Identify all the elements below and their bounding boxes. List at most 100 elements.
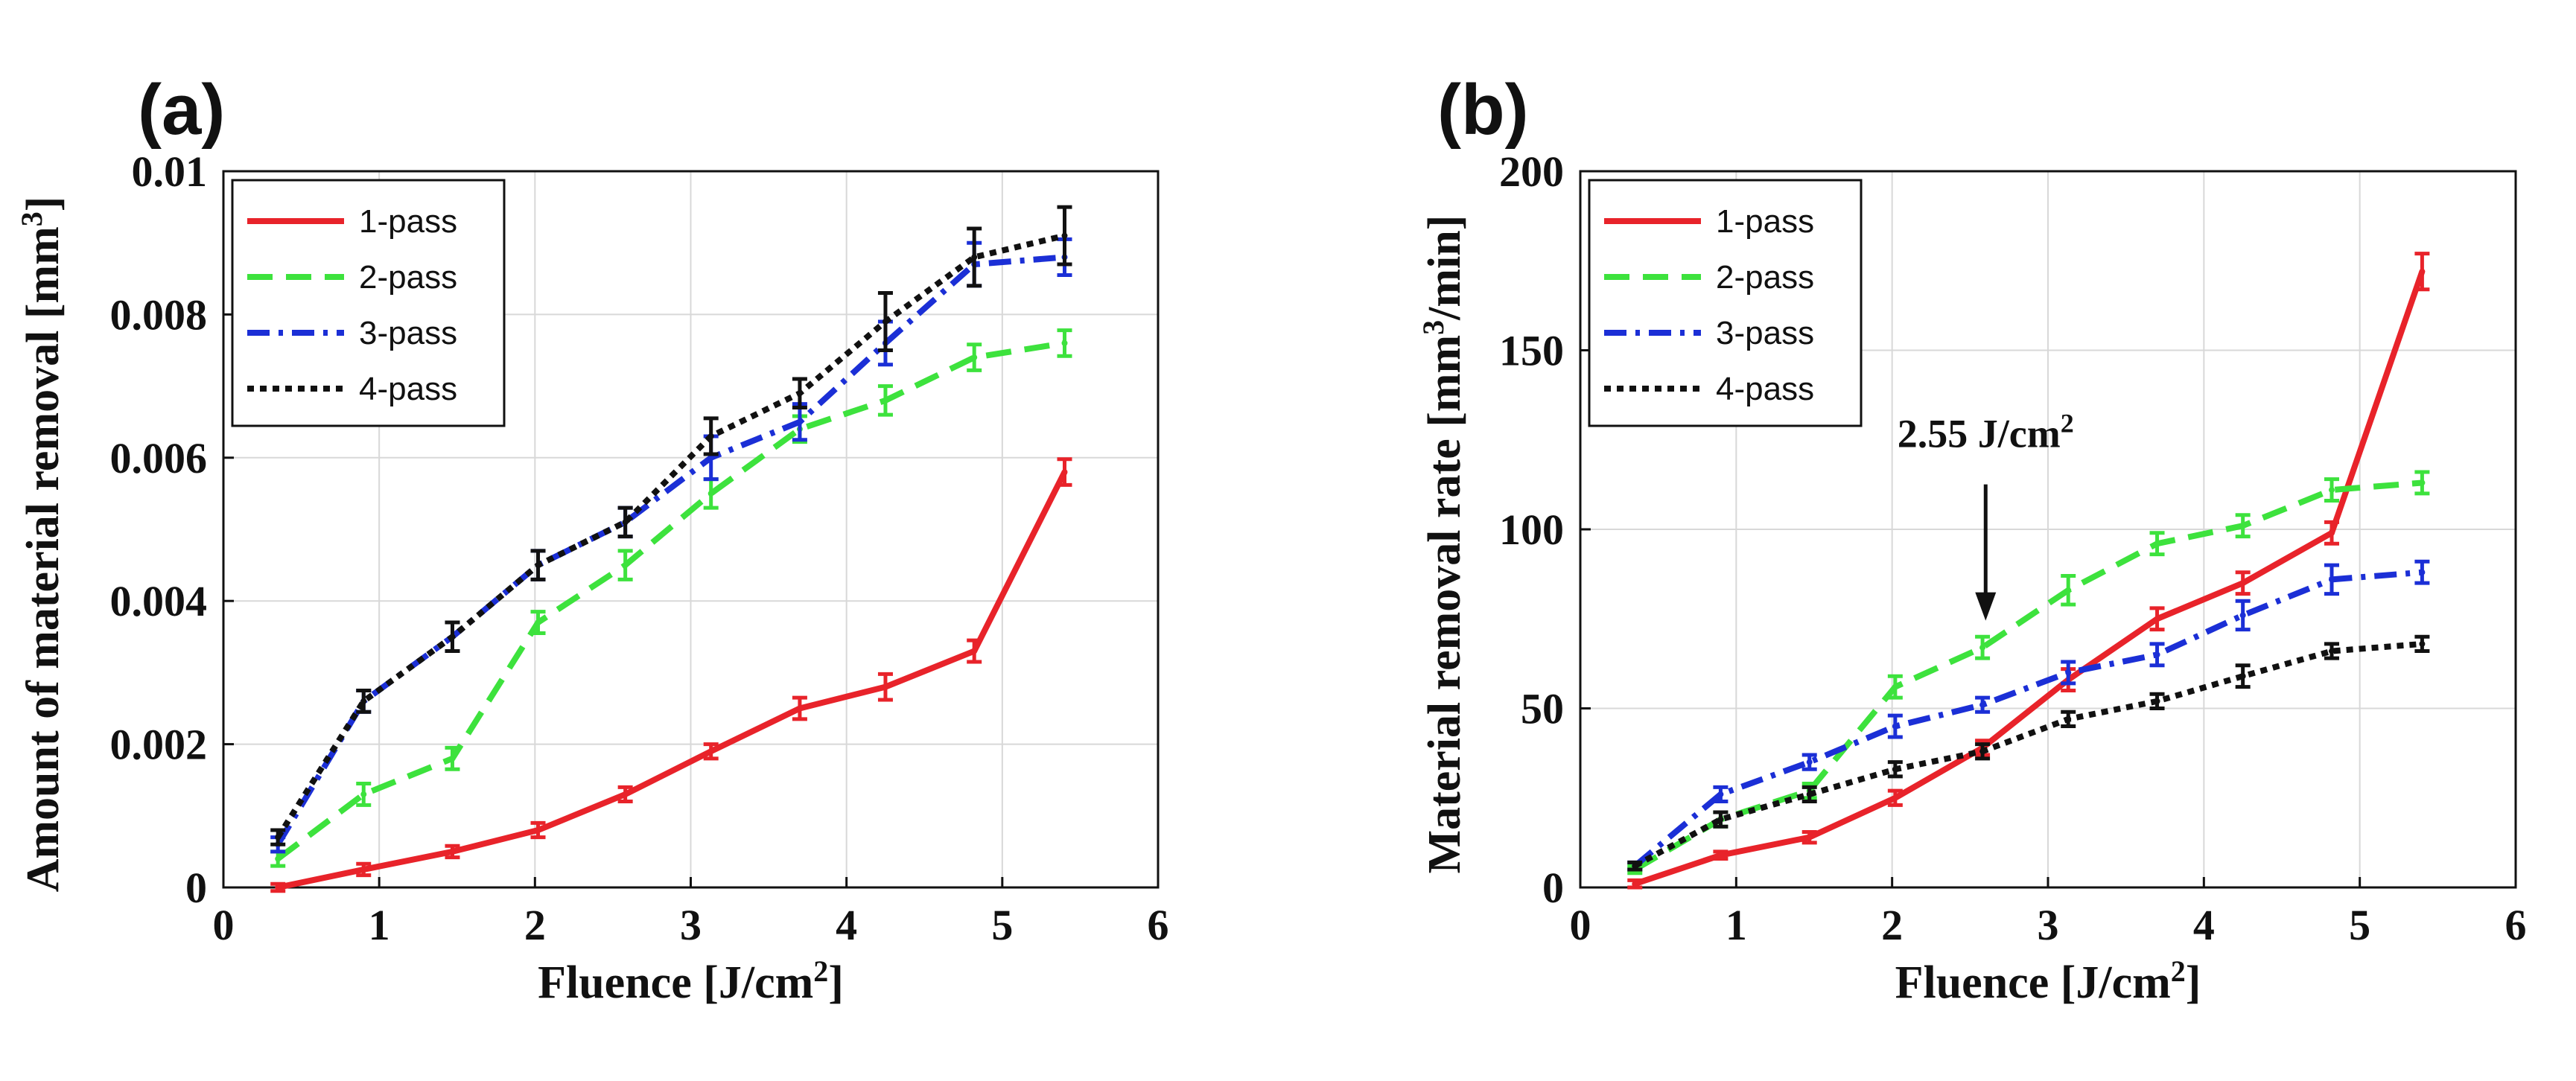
annotation-text: 2.55 J/cm2	[1898, 409, 2074, 456]
y-tick-label: 100	[1499, 506, 1564, 554]
data-point	[1061, 469, 1068, 476]
error-bar	[2414, 470, 2430, 496]
error-bar	[2235, 663, 2251, 689]
y-tick-label: 0.01	[132, 147, 208, 196]
data-point	[1806, 834, 1813, 841]
error-bar	[2324, 642, 2339, 660]
y-axis-label-end: ]	[18, 197, 69, 212]
x-tick-label: 2	[524, 901, 546, 949]
error-bar	[877, 291, 893, 352]
legend: 1-pass 2-pass 3-pass 4-pass	[1588, 179, 1863, 427]
x-axis-label-text: Fluence [J/cm	[1895, 957, 2171, 1008]
error-bar	[1975, 742, 1991, 761]
error-bar	[2324, 477, 2339, 503]
data-point	[1061, 339, 1068, 346]
data-point	[1892, 723, 1898, 730]
legend-label: 3-pass	[359, 315, 457, 351]
legend-label: 1-pass	[1716, 203, 1814, 240]
data-point	[622, 791, 629, 797]
error-bar	[2235, 599, 2251, 632]
panel-label: (a)	[138, 70, 225, 150]
data-point	[882, 683, 888, 690]
error-bar	[445, 844, 460, 860]
legend-label: 4-pass	[359, 371, 457, 407]
x-tick-label: 0	[1570, 901, 1591, 949]
x-axis-label-end: ]	[2186, 957, 2201, 1008]
series-4-pass	[1627, 634, 2430, 872]
error-bar	[2324, 563, 2339, 596]
error-bar	[1627, 878, 1643, 890]
data-point	[1892, 766, 1898, 773]
error-bar	[356, 782, 372, 807]
data-point	[275, 884, 282, 890]
data-point	[1979, 748, 1986, 755]
error-bar	[792, 377, 807, 409]
error-bar	[445, 745, 460, 771]
annotation: 2.55 J/cm2	[1898, 409, 2074, 621]
data-point	[2419, 640, 2426, 647]
data-point	[707, 454, 714, 461]
y-tick-label: 200	[1499, 147, 1564, 196]
data-point	[360, 866, 367, 873]
y-axis-label: Amount of material removal [mm3]	[15, 197, 69, 893]
error-bar	[2235, 570, 2251, 596]
data-point	[275, 855, 282, 862]
error-bar	[1887, 674, 1903, 700]
error-bar	[1887, 713, 1903, 739]
x-axis-label: Fluence [J/cm2]	[538, 954, 844, 1008]
x-tick-label: 6	[2505, 901, 2527, 949]
data-point	[796, 390, 803, 397]
x-tick-label: 3	[2038, 901, 2059, 949]
error-bar	[270, 881, 286, 893]
x-axis-label-end: ]	[828, 957, 844, 1008]
data-point	[1892, 683, 1898, 690]
data-point	[622, 562, 629, 569]
data-point	[1717, 852, 1724, 858]
error-bar	[703, 742, 719, 761]
error-bar	[2324, 520, 2339, 546]
y-tick-label: 0.008	[110, 290, 208, 339]
data-point	[971, 254, 978, 261]
error-bar	[530, 820, 546, 840]
error-bar	[2061, 709, 2076, 729]
data-point	[2065, 669, 2072, 676]
data-point	[622, 519, 629, 526]
series-line-1-pass	[1633, 270, 2426, 887]
series-line-4-pass	[1633, 640, 2423, 869]
legend-label: 4-pass	[1716, 371, 1814, 407]
series-line-1-pass	[277, 471, 1068, 890]
y-tick-label: 0	[185, 864, 207, 912]
error-bar	[530, 610, 546, 635]
data-point	[796, 705, 803, 712]
data-point	[1892, 794, 1898, 801]
data-point	[882, 319, 888, 325]
x-tick-label: 6	[1148, 901, 1169, 949]
legend-label: 1-pass	[359, 203, 457, 240]
data-point	[360, 698, 367, 704]
x-axis-label-superscript: 2	[813, 954, 828, 988]
error-bar	[967, 638, 982, 664]
data-point	[535, 562, 541, 569]
data-point	[2239, 580, 2246, 587]
error-bar	[1057, 328, 1072, 358]
x-tick-label: 0	[213, 901, 235, 949]
error-bar	[1713, 785, 1729, 804]
error-bar	[445, 620, 460, 654]
error-bar	[356, 861, 372, 878]
data-point	[2065, 715, 2072, 722]
panel-a-chart: (a) 0 1 2 3 4 5 6 0 0.002 0.004 0.006 0.008 0.01 Fluen…	[15, 70, 1169, 1008]
data-point	[535, 619, 541, 626]
error-bar	[617, 785, 633, 804]
error-bar	[2235, 513, 2251, 539]
error-bar	[1801, 785, 1817, 804]
data-point	[1632, 863, 1638, 870]
data-point	[1806, 759, 1813, 765]
error-bar	[1887, 760, 1903, 779]
data-point	[1979, 644, 1986, 651]
legend-label: 2-pass	[359, 259, 457, 296]
error-bar	[967, 226, 982, 288]
series-line-3-pass	[1632, 569, 2423, 869]
y-axis-label-superscript: 3	[15, 211, 48, 226]
data-point	[1717, 816, 1724, 823]
legend: 1-pass 2-pass 3-pass 4-pass	[231, 179, 506, 427]
